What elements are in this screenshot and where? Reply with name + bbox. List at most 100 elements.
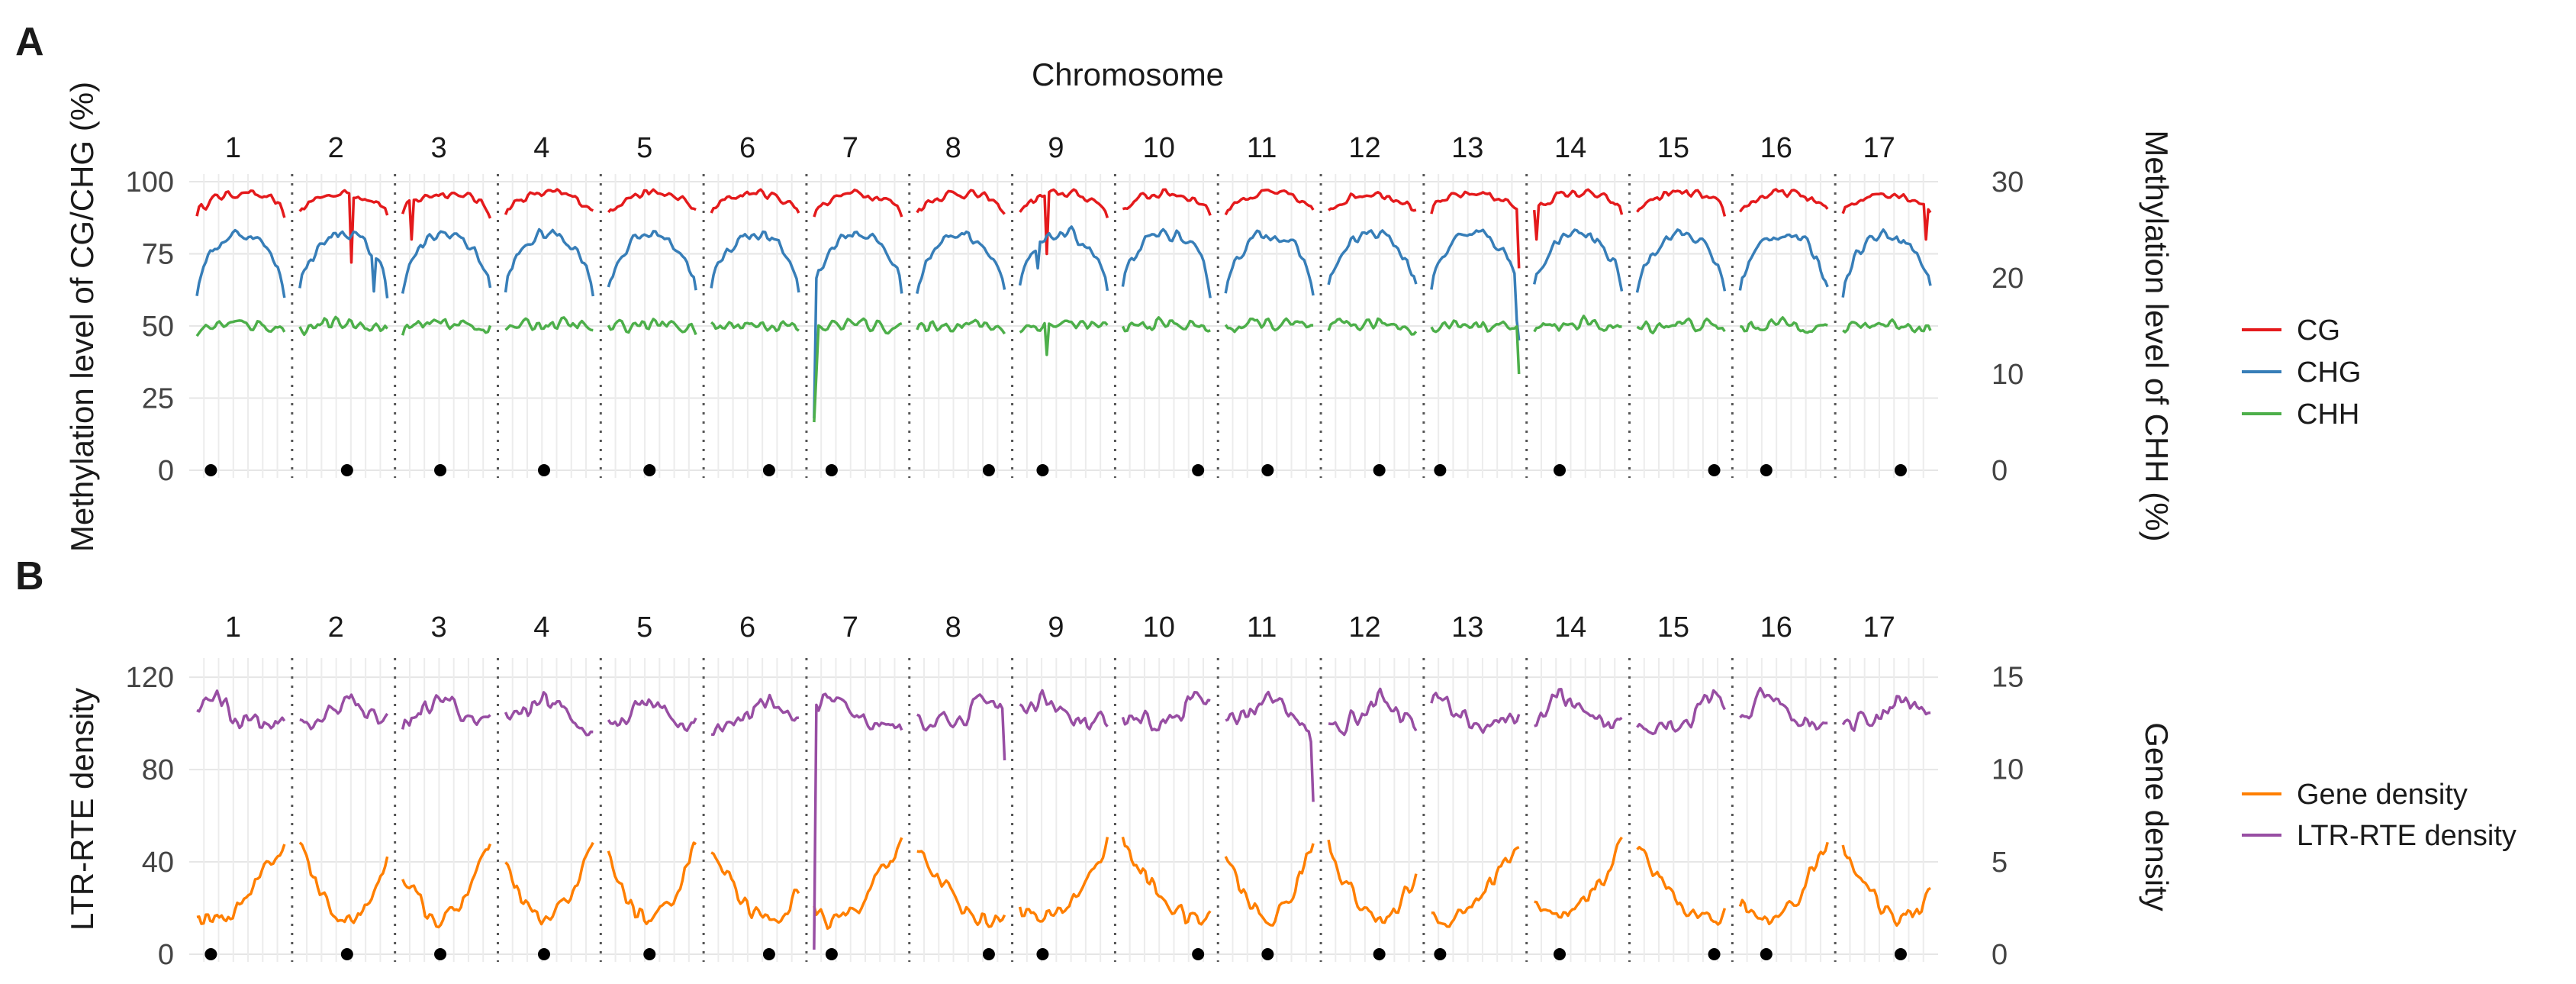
legend-density: Gene density LTR-RTE density (2242, 779, 2516, 852)
centromere-marker (1192, 948, 1205, 960)
centromere-marker (537, 948, 550, 960)
centromere-marker (762, 464, 775, 476)
centromere-marker (1434, 948, 1447, 960)
centromere-marker (643, 948, 656, 960)
chromosome-label: 9 (1048, 132, 1064, 164)
y2-tick-label: 10 (1992, 754, 2024, 786)
y-tick-label: 0 (158, 939, 174, 971)
y-tick-label: 80 (142, 754, 174, 786)
y-axis-title: Methylation level of CG/CHG (%) (64, 82, 100, 552)
centromere-marker (1760, 948, 1773, 960)
y2-axis-title: Gene density (2139, 722, 2175, 911)
chromosome-label: 3 (430, 132, 446, 164)
y-axis-title: LTR-RTE density (64, 688, 100, 931)
centromere-marker (762, 948, 775, 960)
centromere-marker (1434, 464, 1447, 476)
chromosome-label: 1 (225, 132, 241, 164)
centromere-marker (1894, 464, 1907, 476)
chromosome-label: 8 (945, 132, 961, 164)
chromosome-label: 3 (430, 611, 446, 644)
y-tick-label: 25 (142, 383, 174, 415)
centromere-marker (1373, 464, 1386, 476)
chromosome-label: 17 (1863, 132, 1895, 164)
legend-label: Gene density (2297, 779, 2468, 811)
legend-methylation: CG CHG CHH (2242, 315, 2361, 431)
series-chh-line (195, 315, 1932, 423)
series-ltr-rte-density-line (196, 686, 1931, 950)
y-tick-label: 100 (126, 166, 174, 198)
chromosome-label: 17 (1863, 611, 1895, 644)
chromosome-label: 11 (1247, 132, 1277, 164)
centromere-marker (1554, 464, 1567, 476)
y2-tick-label: 0 (1992, 939, 2008, 971)
chromosome-label: 14 (1554, 132, 1586, 164)
chromosome-label: 2 (328, 611, 344, 644)
chromosome-label: 9 (1048, 611, 1064, 644)
y-tick-label: 75 (142, 239, 174, 271)
y2-axis-title: Methylation level of CHH (%) (2139, 130, 2175, 541)
y2-tick-label: 0 (1992, 455, 2008, 487)
centromere-marker (1554, 948, 1567, 960)
centromere-marker (204, 464, 217, 476)
chromosome-label: 4 (533, 611, 549, 644)
y-tick-label: 120 (126, 662, 174, 694)
series-cg-line (195, 188, 1932, 269)
centromere-marker (1036, 948, 1049, 960)
centromere-marker (434, 464, 447, 476)
centromere-marker (204, 948, 217, 960)
chromosome-label: 5 (636, 611, 652, 644)
centromere-marker (434, 948, 447, 960)
chromosome-label: 5 (636, 132, 652, 164)
legend-label: CHH (2297, 398, 2359, 431)
centromere-marker (825, 948, 838, 960)
centromere-marker (1708, 464, 1721, 476)
chromosome-label: 12 (1348, 132, 1380, 164)
centromere-marker (1373, 948, 1386, 960)
x-axis-title: Chromosome (1032, 56, 1224, 92)
y2-tick-label: 30 (1992, 166, 2024, 198)
y2-tick-label: 20 (1992, 263, 2024, 295)
y-tick-label: 50 (142, 311, 174, 343)
chromosome-label: 13 (1451, 611, 1483, 644)
series-gene-density-line (196, 836, 1931, 931)
y-tick-label: 40 (142, 847, 174, 879)
chromosome-label: 2 (328, 132, 344, 164)
chromosome-label: 1 (225, 611, 241, 644)
chromosome-label: 6 (739, 132, 755, 164)
y-tick-label: 0 (158, 455, 174, 487)
centromere-marker (1894, 948, 1907, 960)
y2-tick-label: 5 (1992, 847, 2008, 879)
legend-label: CHG (2297, 356, 2361, 389)
centromere-marker (1261, 464, 1274, 476)
chromosome-label: 11 (1247, 611, 1277, 644)
centromere-marker (1708, 948, 1721, 960)
centromere-marker (1760, 464, 1773, 476)
centromere-marker (1036, 464, 1049, 476)
y2-tick-label: 15 (1992, 662, 2024, 694)
panel-letter-a: A (15, 20, 44, 64)
centromere-marker (340, 464, 353, 476)
chromosome-label: 6 (739, 611, 755, 644)
chromosome-label: 12 (1348, 611, 1380, 644)
centromere-marker (643, 464, 656, 476)
centromere-marker (982, 948, 995, 960)
legend-label: LTR-RTE density (2297, 820, 2516, 852)
centromere-marker (825, 464, 838, 476)
chromosome-label: 10 (1143, 132, 1175, 164)
chromosome-label: 7 (842, 132, 858, 164)
chromosome-label: 8 (945, 611, 961, 644)
chromosome-label: 14 (1554, 611, 1586, 644)
centromere-marker (1192, 464, 1205, 476)
chromosome-label: 15 (1657, 611, 1689, 644)
chromosome-label: 13 (1451, 132, 1483, 164)
panel-b-density: B1 2 3 4 5 6 7 8 9 10 11 12 13 14 15 16 1704080120051015… (15, 554, 2175, 971)
chromosome-label: 15 (1657, 132, 1689, 164)
chromosome-label: 4 (533, 132, 549, 164)
legend-label: CG (2297, 315, 2340, 347)
chromosome-label: 7 (842, 611, 858, 644)
centromere-marker (1261, 948, 1274, 960)
centromere-marker (982, 464, 995, 476)
panel-letter-b: B (15, 554, 44, 598)
